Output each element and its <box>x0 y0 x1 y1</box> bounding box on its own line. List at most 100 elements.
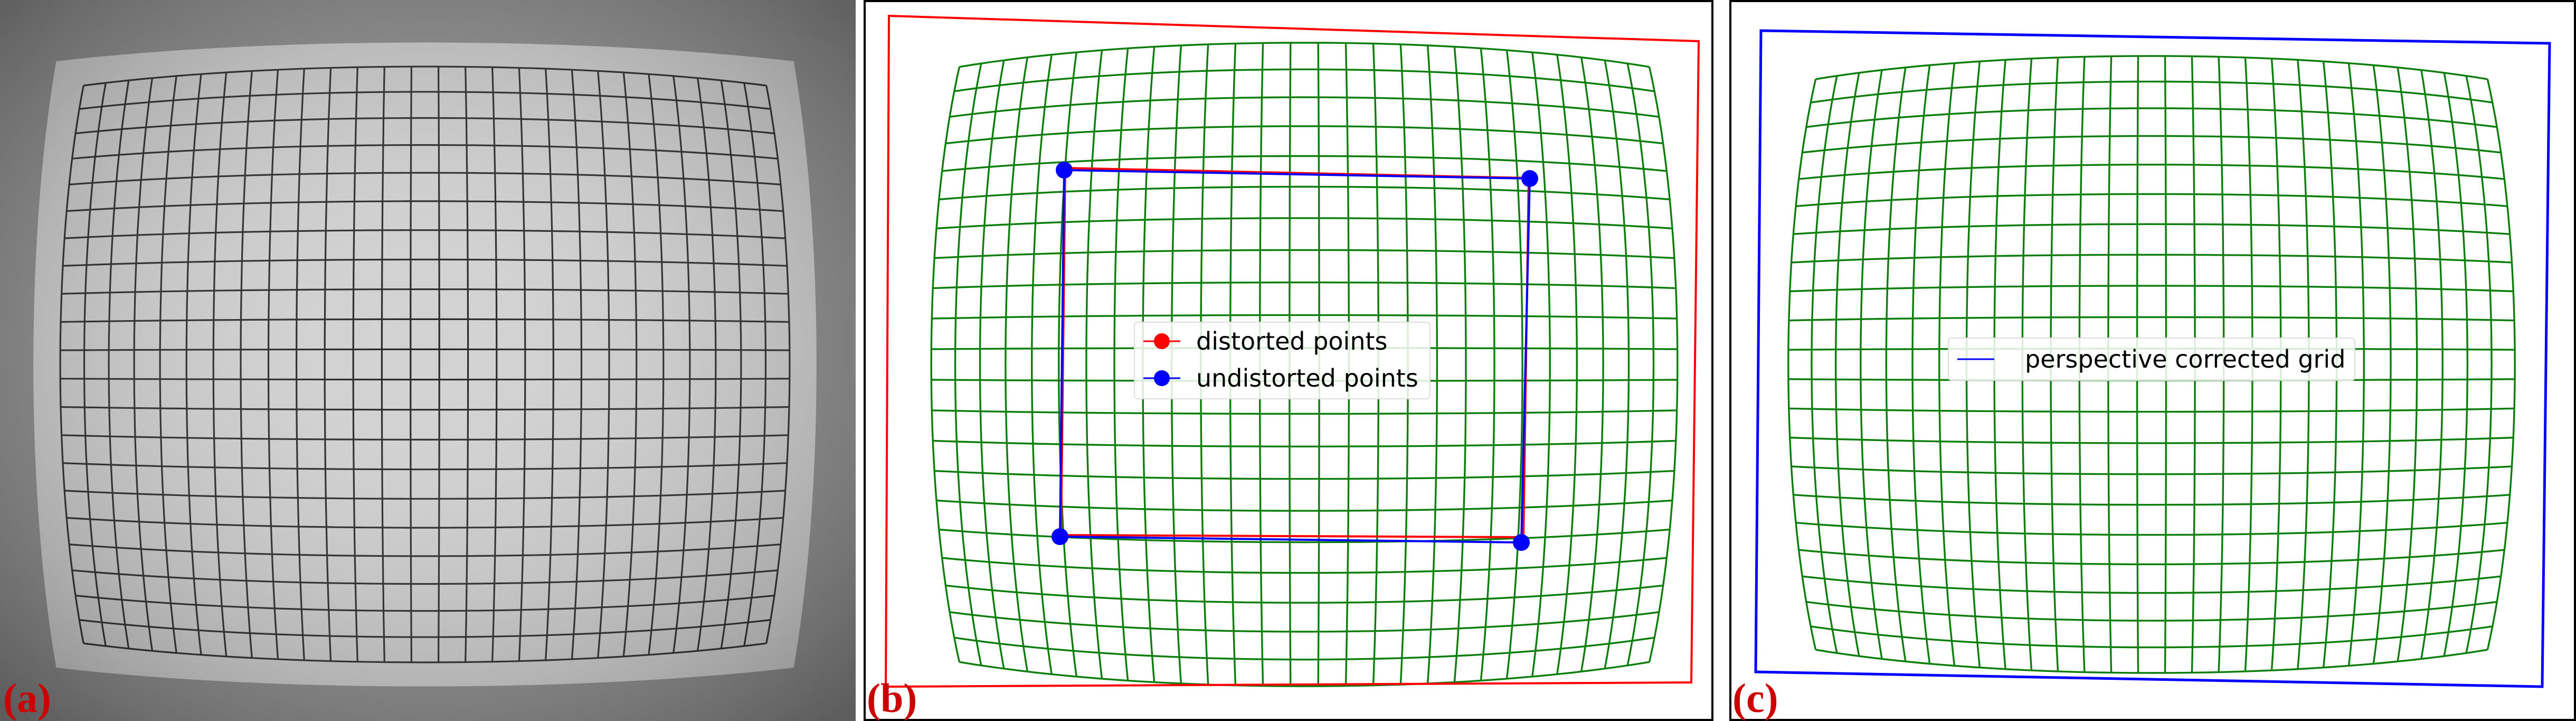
panel-b-frame <box>864 0 1713 721</box>
corrected-grid-vline <box>2397 67 2418 662</box>
distorted-grid-vline <box>1426 45 1438 684</box>
corrected-grid-vline <box>2465 76 2493 653</box>
panel-c-corrected-grid <box>1787 55 2516 674</box>
corrected-grid-hline <box>1788 316 2515 322</box>
distorted-grid-hline <box>932 314 1677 320</box>
corrected-grid-vline <box>1834 72 1860 657</box>
panel-a-photo: (a) <box>0 0 856 721</box>
distorted-grid-vline <box>1113 48 1129 681</box>
distorted-grid-hline <box>939 185 1670 201</box>
distorted-grid-vline <box>1005 57 1028 672</box>
legend-undistorted-marker <box>1154 370 1170 386</box>
distorted-grid-hline <box>954 636 1655 661</box>
panel-b-overlay <box>884 14 1700 688</box>
legend-distorted-label: distorted points <box>1196 327 1387 355</box>
corrected-grid-hline <box>1791 465 2512 475</box>
distorted-grid-vline <box>1604 60 1630 669</box>
panel-a-label: (a) <box>3 675 51 721</box>
corrected-grid-vline <box>1938 63 1956 666</box>
corrected-grid-hline <box>1815 55 2488 80</box>
corrected-grid-vline <box>1811 76 1838 653</box>
distorted-grid-hline <box>933 282 1676 289</box>
panel-c-corrected: perspective corrected grid (c) <box>1729 0 2576 721</box>
panel-b-distortion-points: distorted points undistorted points (b) <box>864 0 1713 721</box>
corrected-grid-vline <box>2443 72 2469 657</box>
distorted-grid-hline <box>939 528 1670 544</box>
corrected-grid-hline <box>1806 601 2497 622</box>
panel-c-frame <box>1729 0 2576 721</box>
corrected-grid-hline <box>1793 223 2510 235</box>
corrected-grid-hline <box>1788 407 2515 413</box>
distorted-grid-hline <box>936 217 1673 230</box>
corrected-grid-hline <box>1802 575 2501 594</box>
panel-c-plot: perspective corrected grid <box>1729 0 2576 721</box>
distorted-grid-hline <box>934 249 1674 259</box>
distorted-grid-hline <box>932 409 1677 415</box>
distorted-grid-vline <box>954 63 982 666</box>
corrected-grid-vline <box>2347 63 2365 666</box>
corrected-grid-hline <box>1793 494 2510 506</box>
legend-corrected-label: perspective corrected grid <box>2025 345 2345 373</box>
distorted-grid-hline <box>949 611 1660 633</box>
distorted-grid-vline <box>979 60 1005 669</box>
panel-c-legend: perspective corrected grid <box>1948 338 2355 381</box>
distorted-grid-hline <box>954 68 1655 92</box>
distorted-grid-hline <box>942 155 1667 172</box>
distorted-grid-hline <box>959 661 1650 687</box>
distorted-grid-hline <box>936 499 1673 512</box>
legend-distorted-marker <box>1154 333 1170 349</box>
corrected-grid-vline <box>2420 70 2444 659</box>
legend-undistorted-label: undistorted points <box>1196 364 1418 392</box>
corrected-grid-hline <box>1798 164 2505 180</box>
distorted-grid-vline <box>1531 52 1551 677</box>
undistorted-point <box>1052 528 1068 545</box>
undistorted-point <box>1521 170 1538 187</box>
distorted-grid-vline <box>1626 63 1655 666</box>
corrected-grid-vline <box>1787 79 1817 650</box>
distorted-boundary <box>884 14 1700 688</box>
corrected-grid-hline <box>1810 625 2493 649</box>
legend-box <box>1948 338 2355 381</box>
corrected-grid-hline <box>1802 135 2501 154</box>
undistorted-point <box>1513 534 1530 551</box>
distorted-grid-vline <box>1480 48 1495 681</box>
corrected-grid-vline <box>2486 79 2516 650</box>
distorted-grid-hline <box>934 470 1674 480</box>
distorted-grid-vline <box>1030 54 1053 675</box>
corrected-grid-hline <box>1795 193 2508 208</box>
distorted-grid-hline <box>945 125 1663 145</box>
panel-b-legend: distorted points undistorted points <box>1134 322 1431 399</box>
distorted-grid-vline <box>1058 52 1077 677</box>
legend-box <box>1134 322 1431 399</box>
corrected-grid-hline <box>1798 549 2505 565</box>
panel-b-plot: distorted points undistorted points <box>864 0 1713 721</box>
corrected-grid-hline <box>1806 107 2497 128</box>
distorted-grid-vline <box>930 67 961 662</box>
distorted-grid-vline <box>1453 46 1467 682</box>
corrected-grid-vline <box>1885 67 1907 662</box>
panel-c-label: (c) <box>1732 675 1778 721</box>
corrected-grid-vline <box>2372 65 2392 664</box>
distorted-grid-vline <box>1085 50 1103 679</box>
corrected-grid-vline <box>1860 70 1883 659</box>
undistorted-point <box>1056 162 1073 179</box>
distorted-grid-hline <box>945 584 1663 604</box>
corrected-grid-hline <box>1789 285 2514 293</box>
corrected-grid-hline <box>1810 80 2493 104</box>
distorted-grid-hline <box>949 96 1660 118</box>
photo-vignette <box>0 0 856 721</box>
distorted-grid-vline <box>1505 50 1523 679</box>
panel-b-label: (b) <box>867 675 917 721</box>
corrected-grid-hline <box>1789 436 2514 444</box>
distorted-grid-photo <box>0 0 856 721</box>
distorted-grid-vline <box>1648 67 1679 662</box>
corrected-grid-hline <box>1791 254 2512 264</box>
distorted-grid-hline <box>933 439 1676 447</box>
distorted-grid-hline <box>959 42 1650 68</box>
corrected-grid-vline <box>1911 65 1931 664</box>
perspective-boundary <box>1754 29 2551 688</box>
corrected-grid-hline <box>1815 649 2488 674</box>
distorted-grid-hline <box>942 557 1667 574</box>
distorted-grid-vline <box>1580 57 1604 672</box>
corrected-grid-hline <box>1795 521 2508 536</box>
